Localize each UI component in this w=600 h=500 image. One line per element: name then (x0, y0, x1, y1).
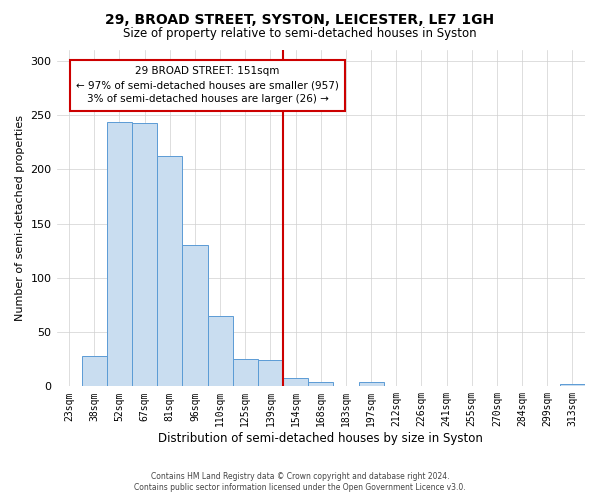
Text: 29, BROAD STREET, SYSTON, LEICESTER, LE7 1GH: 29, BROAD STREET, SYSTON, LEICESTER, LE7… (106, 12, 494, 26)
Bar (107, 122, 132, 386)
Bar (359, 382, 383, 386)
Bar (82, 356, 107, 386)
Y-axis label: Number of semi-detached properties: Number of semi-detached properties (15, 115, 25, 321)
Bar (258, 360, 283, 386)
Bar (182, 246, 208, 386)
Text: Contains HM Land Registry data © Crown copyright and database right 2024.
Contai: Contains HM Land Registry data © Crown c… (134, 472, 466, 492)
Bar (132, 122, 157, 386)
X-axis label: Distribution of semi-detached houses by size in Syston: Distribution of semi-detached houses by … (158, 432, 483, 445)
Bar (308, 382, 334, 386)
Bar (208, 316, 233, 386)
Text: 29 BROAD STREET: 151sqm
← 97% of semi-detached houses are smaller (957)
3% of se: 29 BROAD STREET: 151sqm ← 97% of semi-de… (76, 66, 339, 104)
Bar (233, 359, 258, 386)
Bar (283, 378, 308, 386)
Text: Size of property relative to semi-detached houses in Syston: Size of property relative to semi-detach… (123, 28, 477, 40)
Bar (157, 156, 182, 386)
Bar (560, 384, 585, 386)
